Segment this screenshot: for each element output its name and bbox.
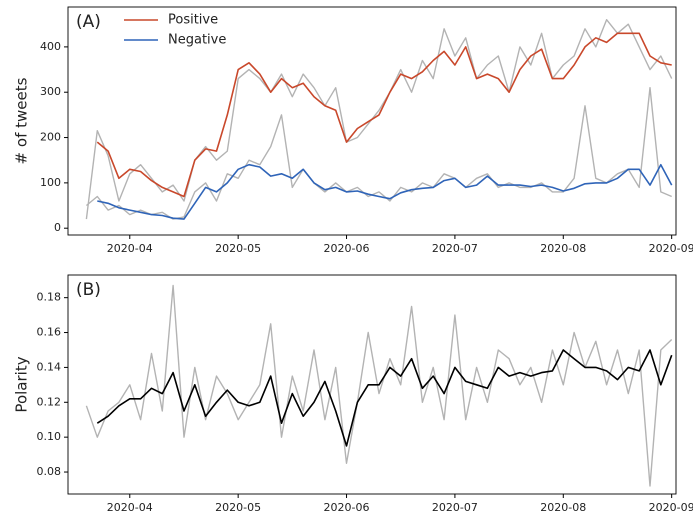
y-tick-label: 0.14 — [37, 360, 62, 373]
series-line — [96, 32, 672, 198]
y-axis-label: Polarity — [13, 356, 31, 412]
y-tick-label: 200 — [40, 131, 61, 144]
y-tick-label: 0 — [54, 221, 61, 234]
y-tick-label: 0.16 — [37, 326, 62, 339]
x-tick-label: 2020-09 — [649, 501, 693, 514]
x-tick-label: 2020-04 — [107, 242, 153, 255]
plot-frame — [67, 6, 677, 236]
x-tick-label: 2020-08 — [540, 501, 586, 514]
x-tick-label: 2020-06 — [324, 501, 370, 514]
y-tick-label: 0.12 — [37, 395, 62, 408]
legend-label: Negative — [168, 33, 226, 48]
y-tick-label: 0.18 — [37, 291, 62, 304]
series-line — [85, 87, 672, 220]
y-tick-label: 0.10 — [37, 430, 62, 443]
y-tick-label: 100 — [40, 176, 61, 189]
series-line — [97, 163, 673, 220]
y-tick-label: 0.08 — [37, 465, 62, 478]
x-tick-label: 2020-07 — [432, 501, 478, 514]
x-tick-label: 2020-04 — [107, 501, 153, 514]
x-tick-label: 2020-07 — [432, 242, 478, 255]
series-line — [96, 349, 673, 447]
panel-label: (A) — [76, 12, 101, 32]
plot-frame — [67, 274, 677, 495]
panel-label: (B) — [76, 280, 101, 300]
x-tick-label: 2020-09 — [649, 242, 693, 255]
y-tick-label: 400 — [40, 40, 61, 53]
y-tick-label: 300 — [40, 85, 61, 98]
x-tick-label: 2020-08 — [540, 242, 586, 255]
x-tick-label: 2020-06 — [324, 242, 370, 255]
legend-label: Positive — [168, 13, 218, 28]
series-line — [85, 284, 673, 487]
y-axis-label: # of tweets — [13, 77, 31, 164]
x-tick-label: 2020-05 — [215, 501, 261, 514]
series-line — [85, 19, 673, 220]
x-tick-label: 2020-05 — [215, 242, 261, 255]
